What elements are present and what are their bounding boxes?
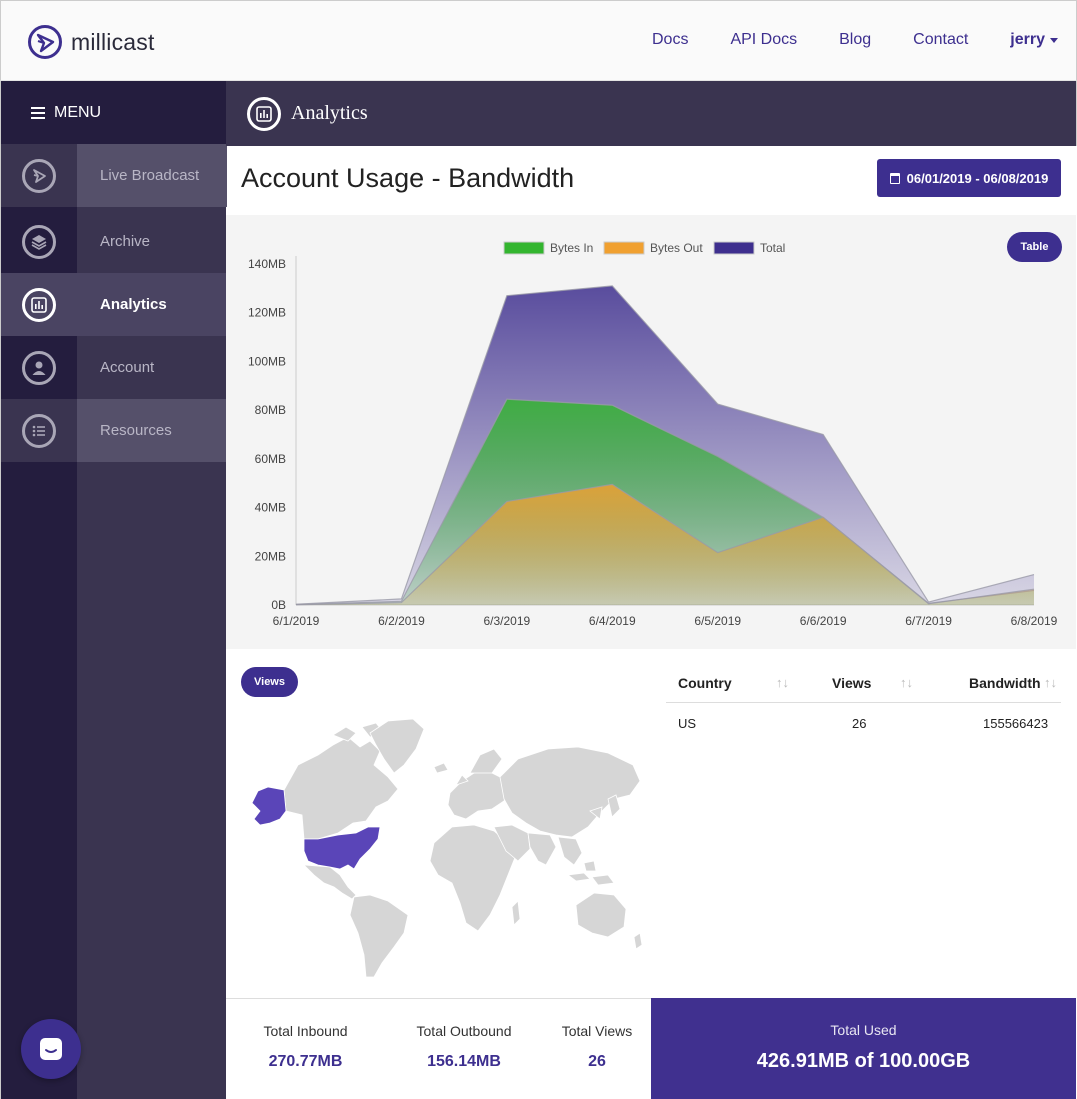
legend-label: Total [760, 241, 785, 255]
stat-total-views: Total Views 26 [561, 1023, 633, 1070]
map-highlight-usa [303, 826, 381, 870]
stat-total-used: Total Used 426.91MB of 100.00GB [651, 998, 1076, 1099]
x-tick-label: 6/3/2019 [483, 614, 530, 628]
menu-label: MENU [54, 103, 102, 121]
sidebar-item-live-broadcast[interactable]: Live Broadcast [1, 144, 227, 207]
x-tick-label: 6/2/2019 [378, 614, 425, 628]
layers-icon [22, 224, 56, 259]
brand-name: millicast [71, 28, 155, 55]
sidebar-item-resources[interactable]: Resources [1, 399, 227, 462]
brand-logo[interactable]: millicast [27, 24, 155, 60]
column-views[interactable]: Views [832, 674, 872, 691]
legend-swatch [713, 241, 755, 255]
hamburger-icon [31, 107, 45, 119]
sort-icon[interactable]: ↑↓ [900, 675, 913, 690]
country-table: Country ↑↓ Views ↑↓ Bandwidth ↑↓ US 26 1… [666, 662, 1061, 747]
legend-swatch [603, 241, 645, 255]
cell-views: 26 [852, 716, 867, 731]
stat-total-outbound: Total Outbound 156.14MB [416, 1023, 512, 1070]
sort-icon[interactable]: ↑↓ [776, 675, 789, 690]
cell-country: US [678, 716, 697, 731]
y-tick-label: 120MB [248, 306, 286, 320]
cell-bandwidth: 155566423 [983, 716, 1049, 731]
section-header: Analytics [226, 81, 1077, 146]
sidebar-item-archive[interactable]: Archive [1, 210, 227, 273]
x-tick-label: 6/5/2019 [694, 614, 741, 628]
legend-label: Bytes In [550, 241, 593, 255]
millicast-logo-icon [28, 25, 62, 59]
sidebar-item-label: Live Broadcast [77, 144, 227, 207]
y-tick-label: 80MB [255, 403, 286, 417]
broadcast-icon [22, 158, 56, 193]
sidebar-item-analytics[interactable]: Analytics [1, 273, 227, 336]
top-navbar: millicast Docs API Docs Blog Contact jer… [0, 0, 1077, 81]
date-range-label: 06/01/2019 - 06/08/2019 [906, 170, 1049, 186]
series-line-bytes-out [295, 483, 1035, 606]
sidebar: MENU Live Broadcast Archive Analytics Ac… [0, 81, 227, 1099]
map-highlight-alaska [251, 786, 287, 826]
analytics-icon [247, 96, 281, 131]
sidebar-item-label: Resources [77, 399, 227, 462]
table-row: US 26 155566423 [666, 703, 1061, 747]
x-tick-label: 6/1/2019 [273, 614, 320, 628]
page-title: Account Usage - Bandwidth [241, 163, 575, 193]
user-menu[interactable]: jerry [1010, 31, 1058, 49]
calendar-icon [889, 172, 900, 184]
legend-swatch [503, 241, 545, 255]
x-tick-label: 6/8/2019 [1011, 614, 1058, 628]
series-area-bytes-out [296, 484, 1034, 605]
views-toggle-button[interactable]: Views [241, 667, 298, 697]
x-tick-label: 6/7/2019 [905, 614, 952, 628]
date-range-picker[interactable]: 06/01/2019 - 06/08/2019 [877, 159, 1061, 197]
world-map [251, 718, 643, 978]
chat-icon [40, 1038, 62, 1060]
column-bandwidth[interactable]: Bandwidth [969, 674, 1041, 691]
nav-blog[interactable]: Blog [839, 31, 872, 48]
menu-toggle[interactable]: MENU [1, 81, 227, 144]
chat-launcher-button[interactable] [21, 1019, 81, 1079]
nav-api-docs[interactable]: API Docs [730, 31, 798, 48]
x-tick-label: 6/4/2019 [589, 614, 636, 628]
sidebar-item-account[interactable]: Account [1, 336, 227, 399]
nav-contact[interactable]: Contact [913, 31, 969, 48]
sidebar-item-label: Analytics [77, 273, 227, 336]
y-tick-label: 0B [271, 598, 286, 612]
y-tick-label: 100MB [248, 354, 286, 368]
caret-down-icon [1050, 37, 1058, 43]
bandwidth-area-chart: 0B 20MB 40MB 60MB 80MB 100MB 120MB 140MB 6/1/201… [248, 241, 1058, 628]
stat-total-inbound: Total Inbound 270.77MB [263, 1023, 348, 1070]
top-nav-links: Docs API Docs Blog Contact jerry [610, 31, 1058, 49]
user-name: jerry [1010, 31, 1045, 48]
x-tick-label: 6/6/2019 [800, 614, 847, 628]
sidebar-item-label: Archive [100, 233, 151, 250]
y-tick-label: 40MB [255, 501, 286, 515]
series-line-total [295, 285, 1035, 605]
nav-docs[interactable]: Docs [651, 31, 689, 48]
y-tick-label: 140MB [248, 257, 286, 271]
y-tick-label: 20MB [255, 549, 286, 563]
sort-icon[interactable]: ↑↓ [1044, 675, 1057, 690]
list-icon [22, 413, 56, 448]
user-icon [22, 350, 56, 385]
section-title: Analytics [291, 102, 368, 124]
sidebar-item-label: Account [100, 359, 155, 376]
legend-label: Bytes Out [650, 241, 703, 255]
table-header: Country ↑↓ Views ↑↓ Bandwidth ↑↓ [666, 662, 1061, 703]
table-toggle-button[interactable]: Table [1007, 232, 1062, 262]
analytics-icon [22, 287, 56, 322]
y-tick-label: 60MB [255, 452, 286, 466]
column-country[interactable]: Country [678, 674, 732, 691]
usage-stats: Total Inbound 270.77MB Total Outbound 15… [226, 998, 651, 1099]
